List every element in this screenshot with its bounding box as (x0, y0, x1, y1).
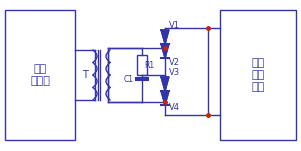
Bar (220, 10, 296, 140)
Text: T: T (82, 70, 88, 80)
Text: V4: V4 (169, 103, 180, 112)
Bar (5, 10, 75, 140)
Bar (137, 55, 147, 75)
Text: R1: R1 (144, 61, 154, 69)
Polygon shape (161, 44, 169, 58)
Text: V3: V3 (169, 68, 180, 77)
Polygon shape (161, 30, 169, 44)
Text: V2: V2 (169, 58, 180, 67)
Polygon shape (161, 77, 169, 91)
Text: C1: C1 (124, 74, 134, 84)
Text: 输出
滤波
电路: 输出 滤波 电路 (251, 58, 265, 92)
Text: 高频
变压器: 高频 变压器 (30, 64, 50, 86)
Polygon shape (161, 91, 169, 105)
Text: V1: V1 (169, 21, 180, 30)
